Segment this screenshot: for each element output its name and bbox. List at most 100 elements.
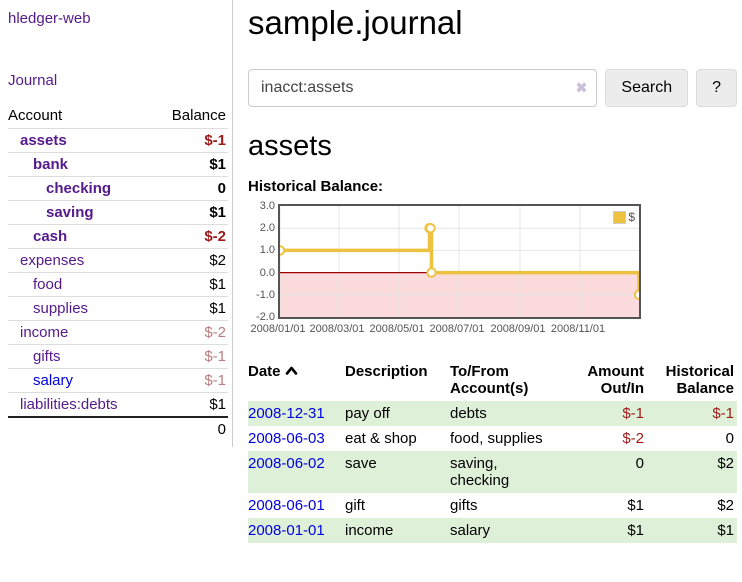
register-row: 2008-06-01 gift gifts $1 $2 [248, 493, 737, 518]
help-button[interactable]: ? [696, 69, 737, 107]
register-header-amount: Amount Out/In [587, 363, 644, 397]
transaction-description: gift [345, 497, 366, 514]
x-tick-label: 2008/03/01 [309, 323, 365, 335]
historical-balance-chart: 3.0 2.0 1.0 0.0 -1.0 -2.0 $ 2008/01/01 2008/03… [248, 200, 737, 340]
account-balance: $-1 [148, 344, 228, 369]
register-row: 2008-06-02 save saving, checking 0 $2 [248, 451, 737, 493]
register-header-date[interactable]: Date [248, 361, 345, 401]
account-link-assets[interactable]: assets [20, 132, 67, 149]
accounts-total-row: 0 [8, 416, 228, 441]
account-link-supplies[interactable]: supplies [33, 300, 89, 317]
account-heading: assets [248, 130, 332, 162]
x-tick-label: 2008/07/01 [429, 323, 485, 335]
transaction-date-link[interactable]: 2008-06-01 [248, 497, 325, 514]
transaction-description: eat & shop [345, 430, 417, 447]
account-balance: 0 [148, 176, 228, 201]
chart-canvas [280, 206, 639, 317]
x-tick-label: 2008/11/01 [550, 323, 606, 335]
account-balance: $-2 [148, 320, 228, 345]
transaction-accounts: salary [450, 522, 491, 539]
account-row: gifts $-1 [8, 344, 228, 369]
sidebar: hledger-web Journal Account Balance asse… [0, 0, 233, 447]
transaction-date-link[interactable]: 2008-06-03 [248, 430, 325, 447]
register-table: Date Description To/From Account(s) Amou… [248, 361, 737, 543]
account-balance: $1 [148, 200, 228, 225]
account-balance: $-1 [148, 128, 228, 153]
account-balance: $-2 [148, 224, 228, 249]
account-link-cash[interactable]: cash [33, 228, 68, 245]
search-input[interactable] [248, 69, 598, 107]
account-link-salary[interactable]: salary [33, 372, 74, 389]
account-balance-table: Account Balance assets $-1 bank $1 checkin… [8, 104, 228, 441]
y-tick-label: 1.0 [259, 244, 275, 257]
account-link-gifts[interactable]: gifts [33, 348, 61, 365]
x-tick-label: 2008/05/01 [369, 323, 425, 335]
y-tick-label: 0.0 [259, 266, 275, 279]
transaction-amount: $-1 [622, 405, 644, 422]
account-balance: $1 [148, 392, 228, 417]
account-link-food[interactable]: food [33, 276, 63, 293]
search-form: ✖ Search ? [248, 69, 737, 107]
transaction-balance: $-1 [712, 405, 734, 422]
transaction-amount: 0 [635, 455, 644, 472]
register-header-accounts: To/From Account(s) [450, 363, 529, 397]
account-row: supplies $1 [8, 296, 228, 321]
account-link-checking[interactable]: checking [46, 180, 112, 197]
account-row: checking 0 [8, 176, 228, 201]
transaction-balance: $2 [717, 497, 734, 514]
account-row: saving $1 [8, 200, 228, 225]
account-row: food $1 [8, 272, 228, 297]
register-row: 2008-06-03 eat & shop food, supplies $-2… [248, 426, 737, 451]
register-header-row: Date Description To/From Account(s) Amou… [248, 361, 737, 401]
account-balance: $1 [148, 152, 228, 177]
account-link-saving[interactable]: saving [46, 204, 94, 221]
account-balance: $2 [148, 248, 228, 273]
account-balance: $-1 [148, 368, 228, 393]
chart-plot-area: $ [278, 204, 641, 319]
account-row: income $-2 [8, 320, 228, 345]
app-brand-link[interactable]: hledger-web [8, 10, 91, 27]
page-title: sample.journal [248, 4, 463, 41]
search-button[interactable]: Search [605, 69, 689, 107]
transaction-balance: $2 [717, 455, 734, 472]
account-row: salary $-1 [8, 368, 228, 393]
transaction-balance: 0 [725, 430, 734, 447]
account-row: expenses $2 [8, 248, 228, 273]
accounts-header-balance: Balance [171, 107, 226, 124]
register-header-balance: Historical Balance [665, 363, 734, 397]
clear-search-icon[interactable]: ✖ [575, 79, 588, 96]
account-balance: $1 [148, 272, 228, 297]
transaction-accounts: gifts [450, 497, 478, 514]
transaction-date-link[interactable]: 2008-01-01 [248, 522, 325, 539]
register-row: 2008-12-31 pay off debts $-1 $-1 [248, 401, 737, 426]
transaction-accounts: saving, checking [450, 455, 510, 489]
transaction-date-link[interactable]: 2008-06-02 [248, 455, 325, 472]
account-link-income[interactable]: income [20, 324, 69, 341]
transaction-amount: $1 [627, 522, 644, 539]
sidebar-item-journal[interactable]: Journal [8, 72, 58, 89]
register-row: 2008-01-01 income salary $1 $1 [248, 518, 737, 543]
chart-title: Historical Balance: [248, 178, 384, 195]
transaction-description: pay off [345, 405, 390, 422]
account-row: assets $-1 [8, 128, 228, 153]
transaction-description: income [345, 522, 394, 539]
y-tick-label: -1.0 [256, 288, 275, 301]
chart-legend: $ [612, 209, 636, 225]
x-tick-label: 2008/01/01 [250, 323, 306, 335]
account-link-bank[interactable]: bank [33, 156, 69, 173]
transaction-date-link[interactable]: 2008-12-31 [248, 405, 325, 422]
transaction-accounts: food, supplies [450, 430, 543, 447]
x-tick-label: 2008/09/01 [490, 323, 546, 335]
y-tick-label: 3.0 [259, 200, 275, 212]
y-tick-label: -2.0 [256, 311, 275, 323]
account-link-expenses[interactable]: expenses [20, 252, 85, 269]
transaction-amount: $-2 [622, 430, 644, 447]
accounts-header-account: Account [8, 107, 63, 124]
account-link-liabilities-debts[interactable]: liabilities:debts [20, 396, 118, 413]
legend-label: $ [628, 210, 635, 224]
account-row: bank $1 [8, 152, 228, 177]
sort-ascending-icon [285, 366, 297, 375]
transaction-balance: $1 [717, 522, 734, 539]
account-row: cash $-2 [8, 224, 228, 249]
main-content: sample.journal ✖ Search ? assets Histori… [248, 0, 742, 543]
